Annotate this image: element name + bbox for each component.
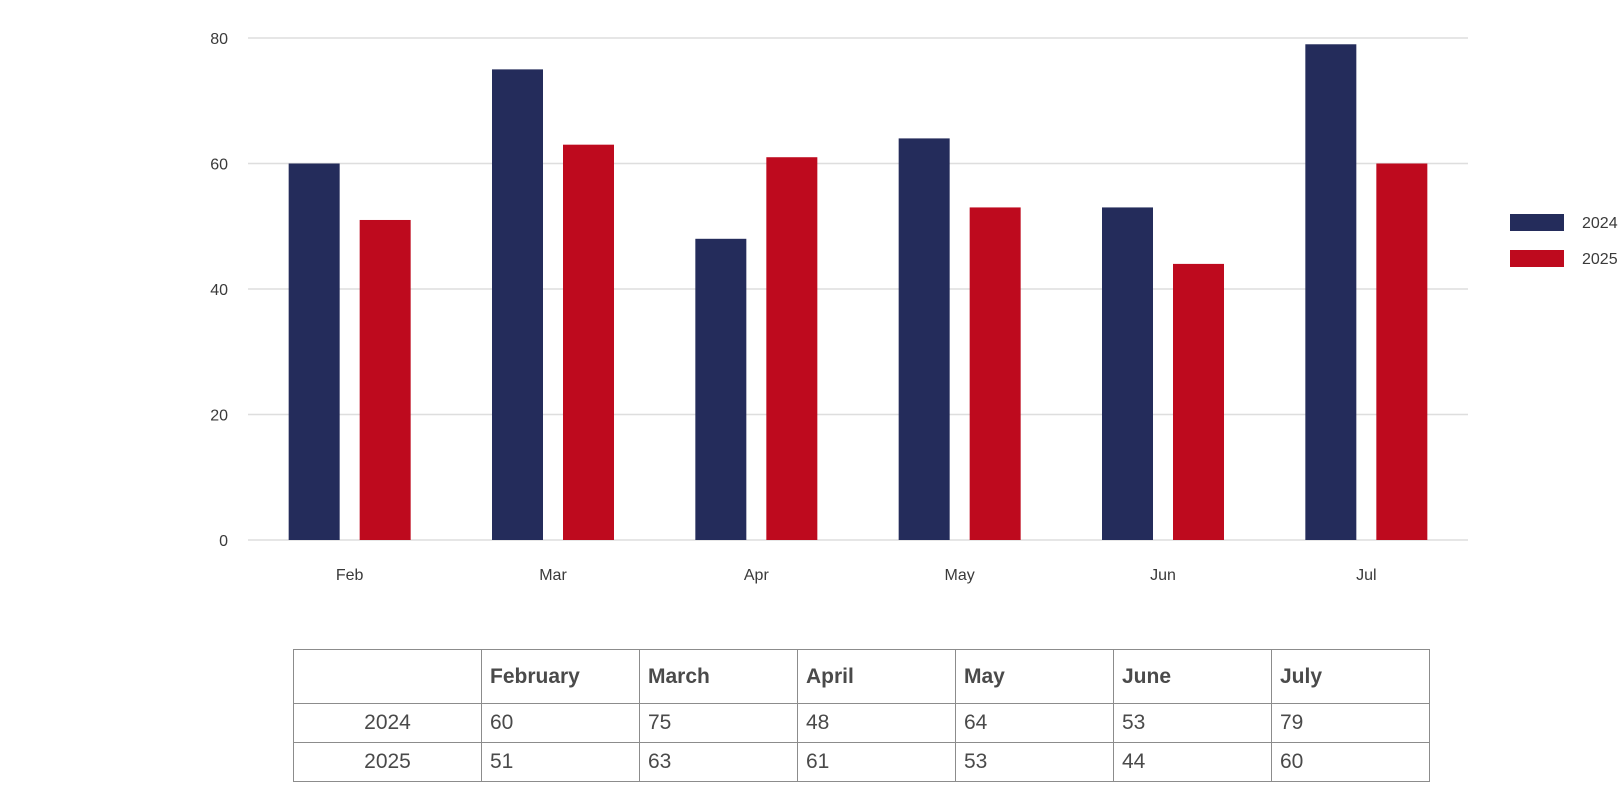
bar-2025-jun <box>1173 263 1224 540</box>
table-cell: 61 <box>797 742 956 782</box>
table-header-cell: June <box>1113 649 1272 704</box>
y-tick-label: 40 <box>210 282 228 299</box>
y-tick-label: 80 <box>210 31 228 48</box>
bar-2025-feb <box>359 219 411 540</box>
table-header-cell: May <box>955 649 1114 704</box>
x-tick-label: Apr <box>744 567 770 584</box>
bar-2024-apr <box>695 238 747 541</box>
table-cell: 48 <box>797 703 956 743</box>
bar-2025-apr <box>766 157 818 540</box>
table-cell: 75 <box>639 703 798 743</box>
table-header-cell: February <box>481 649 640 704</box>
bars <box>288 44 1428 541</box>
y-tick-label: 60 <box>210 157 228 174</box>
table-cell: 53 <box>955 742 1114 782</box>
table-header-cell: July <box>1271 649 1430 704</box>
legend-label: 2025 <box>1582 251 1618 268</box>
table-cell: 44 <box>1113 742 1272 782</box>
legend-label: 2024 <box>1582 215 1618 232</box>
bar-2025-mar <box>563 144 614 541</box>
table-row: 2025 51 63 61 53 44 60 <box>293 742 1430 782</box>
table-cell: 60 <box>481 703 640 743</box>
bar-2024-jun <box>1102 207 1153 541</box>
table-header-cell: March <box>639 649 798 704</box>
bar-2024-may <box>898 138 950 540</box>
table-row-label: 2025 <box>293 742 482 782</box>
y-tick-label: 0 <box>219 533 228 550</box>
table-cell: 53 <box>1113 703 1272 743</box>
bar-2024-mar <box>492 69 543 540</box>
table-header-row: February March April May June July <box>293 649 1430 704</box>
legend: 2024 2025 <box>1510 214 1618 268</box>
bar-2024-jul <box>1305 44 1357 541</box>
table-cell: 51 <box>481 742 640 782</box>
legend-swatch-2024 <box>1510 214 1564 231</box>
bar-2025-jul <box>1376 163 1428 540</box>
table-row: 2024 60 75 48 64 53 79 <box>293 703 1430 743</box>
table-header-cell <box>293 649 482 704</box>
x-axis-ticks: Feb Mar Apr May Jun Jul <box>336 567 1377 584</box>
table-cell: 64 <box>955 703 1114 743</box>
y-axis-ticks: 0 20 40 60 80 <box>210 31 228 550</box>
y-tick-label: 20 <box>210 408 228 425</box>
x-tick-label: Feb <box>336 567 364 584</box>
x-tick-label: Jul <box>1356 567 1376 584</box>
data-table: February March April May June July 2024 … <box>293 649 1430 782</box>
table-cell: 63 <box>639 742 798 782</box>
bar-2024-feb <box>288 163 340 540</box>
table-header-cell: April <box>797 649 956 704</box>
legend-swatch-2025 <box>1510 250 1564 267</box>
table-cell: 79 <box>1271 703 1430 743</box>
x-tick-label: Mar <box>539 567 567 584</box>
table-cell: 60 <box>1271 742 1430 782</box>
x-tick-label: Jun <box>1150 567 1176 584</box>
bar-2025-may <box>969 207 1021 541</box>
table-row-label: 2024 <box>293 703 482 743</box>
bar-chart: 0 20 40 60 80 Feb Mar Apr May Jun Jul 2024 2025 <box>210 31 1618 584</box>
gridlines <box>248 37 1468 541</box>
x-tick-label: May <box>945 567 975 584</box>
